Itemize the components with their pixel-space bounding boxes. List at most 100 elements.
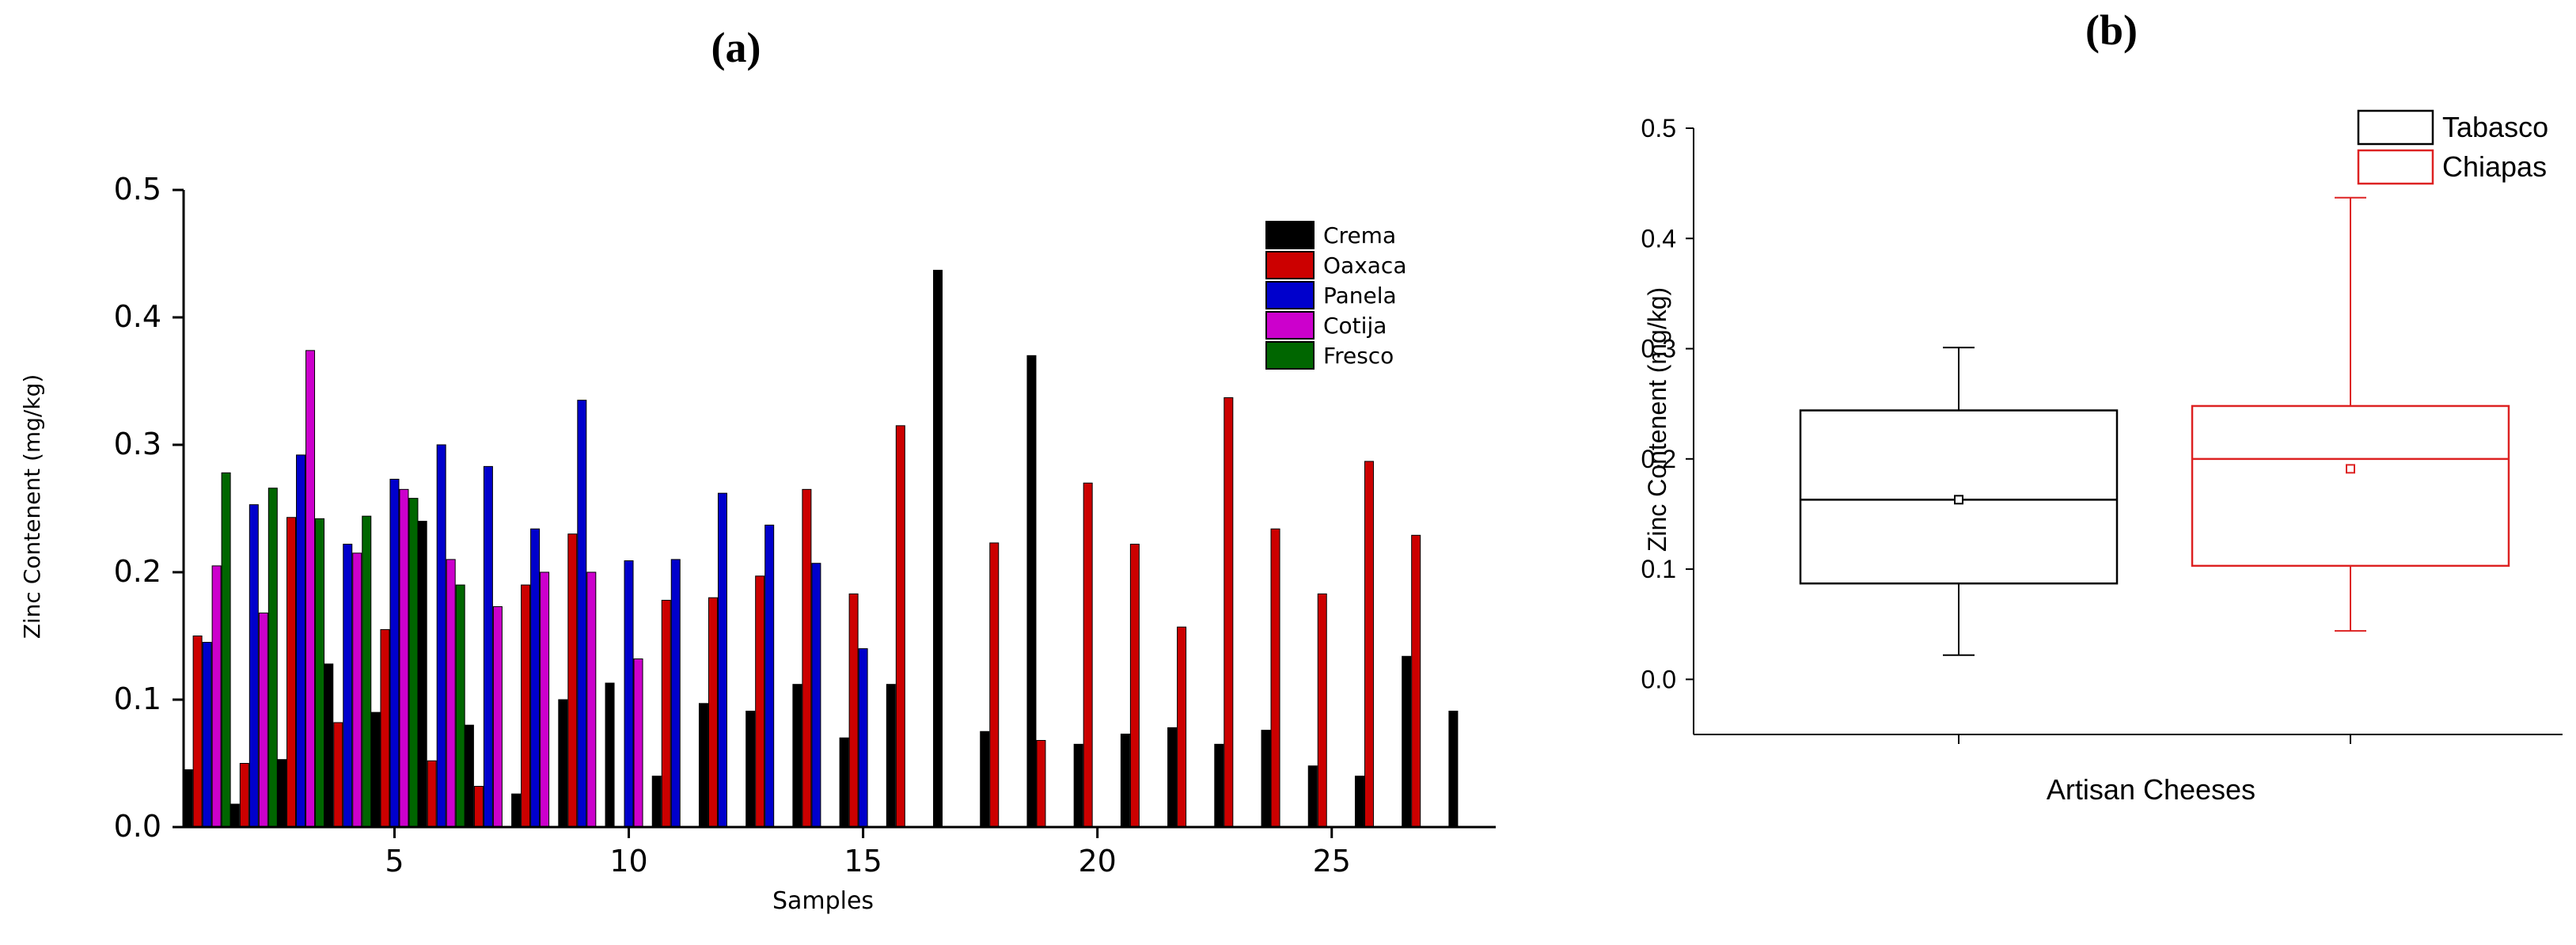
x-axis-label: Samples	[772, 887, 874, 915]
box-chiapas	[2191, 404, 2510, 567]
bar-fresco-1	[221, 472, 231, 828]
bar-panela-12	[717, 492, 727, 828]
bar-crema-17	[933, 269, 943, 828]
y-tick-label: 0.1	[1641, 555, 1676, 583]
bar-panela-7	[483, 465, 493, 828]
bar-crema-6	[417, 521, 427, 828]
mean-marker-chiapas	[2346, 464, 2355, 474]
bar-panela-2	[248, 504, 259, 828]
bar-panela-4	[343, 544, 353, 828]
bar-cotija-3	[305, 350, 316, 828]
bar-crema-9	[558, 699, 568, 828]
bar-panela-5	[389, 478, 400, 828]
y-tick-label: 0.5	[114, 172, 161, 207]
bar-crema-27	[1402, 655, 1412, 828]
legend-label-fresco: Fresco	[1323, 343, 1394, 369]
bar-oaxaca-19	[1036, 740, 1046, 828]
bar-oaxaca-15	[848, 593, 859, 828]
bar-crema-3	[277, 759, 287, 828]
x-tick-label: 20	[1078, 844, 1116, 879]
panel-label-b: (b)	[2085, 6, 2138, 54]
bar-cotija-2	[258, 613, 268, 828]
bar-crema-18	[980, 731, 990, 828]
y-tick-label: 0.0	[1641, 665, 1676, 693]
bar-oaxaca-24	[1270, 528, 1280, 828]
bar-crema-24	[1261, 730, 1271, 828]
y-tick-label: 0.5	[1641, 114, 1676, 142]
x-tick-label: 25	[1313, 844, 1351, 879]
bar-panela-3	[296, 454, 306, 828]
y-tick-label: 0.3	[114, 427, 161, 461]
bar-fresco-5	[408, 498, 419, 828]
bar-crema-23	[1214, 743, 1224, 828]
bar-oaxaca-18	[989, 542, 1000, 828]
bar-oaxaca-16	[895, 425, 905, 828]
bar-oaxaca-26	[1364, 461, 1374, 828]
y-tick-label: 0.0	[114, 809, 161, 844]
y-tick-group: 0.0 0.1 0.2 0.3 0.4 0.5	[1641, 114, 1694, 693]
box-group	[1799, 196, 2510, 656]
bar-cotija-6	[446, 559, 456, 828]
y-axis-label: Zinc Contenent (mg/kg)	[1643, 287, 1671, 552]
legend-label-tabasco: Tabasco	[2442, 111, 2548, 143]
bar-crema-20	[1073, 743, 1083, 828]
legend-label-panela: Panela	[1323, 283, 1397, 309]
bar-crema-21	[1120, 733, 1130, 828]
bar-panela-8	[530, 528, 541, 828]
bar-crema-8	[511, 793, 522, 828]
legend-label-chiapas: Chiapas	[2442, 150, 2547, 183]
bar-crema-25	[1307, 765, 1318, 828]
bar-oaxaca-22	[1177, 626, 1187, 828]
bar-oaxaca-9	[567, 533, 578, 828]
bar-crema-13	[745, 710, 756, 828]
bar-panela-13	[764, 524, 775, 828]
bar-cotija-4	[352, 552, 362, 828]
y-tick-label: 0.4	[114, 299, 161, 334]
bar-oaxaca-21	[1129, 544, 1140, 828]
panel-label-a: (a)	[711, 24, 761, 71]
box-tabasco	[1799, 409, 2119, 585]
legend: Tabasco Chiapas	[2357, 109, 2548, 185]
x-axis-label: Artisan Cheeses	[2047, 773, 2255, 806]
x-tick-group: 5 10 15 20 25	[385, 827, 1351, 879]
bar-panela-9	[577, 400, 587, 828]
bar-oaxaca-11	[661, 599, 671, 828]
bar-oaxaca-14	[802, 488, 812, 828]
bar-oaxaca-13	[755, 575, 765, 828]
bar-cotija-5	[399, 488, 409, 828]
legend-swatch-oaxaca	[1265, 251, 1315, 279]
legend-label-oaxaca: Oaxaca	[1323, 252, 1406, 279]
bar-oaxaca-4	[333, 722, 343, 828]
bar-crema-7	[464, 724, 474, 828]
bar-crema-1	[183, 769, 193, 828]
box-plot-chart: 0.0 0.1 0.2 0.3 0.4 0.5 Zinc Contenent (mg/kg…	[1641, 109, 2563, 806]
bar-oaxaca-27	[1411, 534, 1421, 828]
mean-marker-tabasco	[1954, 495, 1963, 505]
bar-crema-5	[370, 712, 381, 828]
legend-swatch-panela	[1265, 281, 1315, 309]
bar-crema-26	[1354, 776, 1364, 828]
legend-swatch-chiapas	[2357, 149, 2434, 185]
x-tick-group	[1958, 734, 2351, 744]
bar-oaxaca-23	[1224, 397, 1234, 828]
bar-oaxaca-7	[473, 785, 484, 828]
y-tick-label: 0.4	[1641, 224, 1676, 252]
bar-fresco-6	[455, 584, 465, 828]
bar-panela-1	[202, 642, 212, 828]
bar-panela-15	[858, 648, 868, 828]
y-tick-group: 0.0 0.1 0.2 0.3 0.4 0.5	[114, 172, 184, 844]
bar-oaxaca-6	[427, 760, 437, 828]
bar-crema-14	[792, 684, 802, 828]
bar-crema-28	[1448, 710, 1459, 828]
bar-panela-10	[624, 560, 634, 828]
bar-oaxaca-1	[192, 636, 203, 828]
legend-swatch-crema	[1265, 221, 1315, 249]
x-tick-label: 15	[844, 844, 882, 879]
bar-oaxaca-2	[239, 763, 249, 828]
x-tick-label: 10	[609, 844, 647, 879]
legend-label-crema: Crema	[1323, 222, 1396, 249]
bar-crema-11	[651, 776, 662, 828]
bar-crema-16	[886, 684, 896, 828]
legend-swatch-cotija	[1265, 311, 1315, 340]
